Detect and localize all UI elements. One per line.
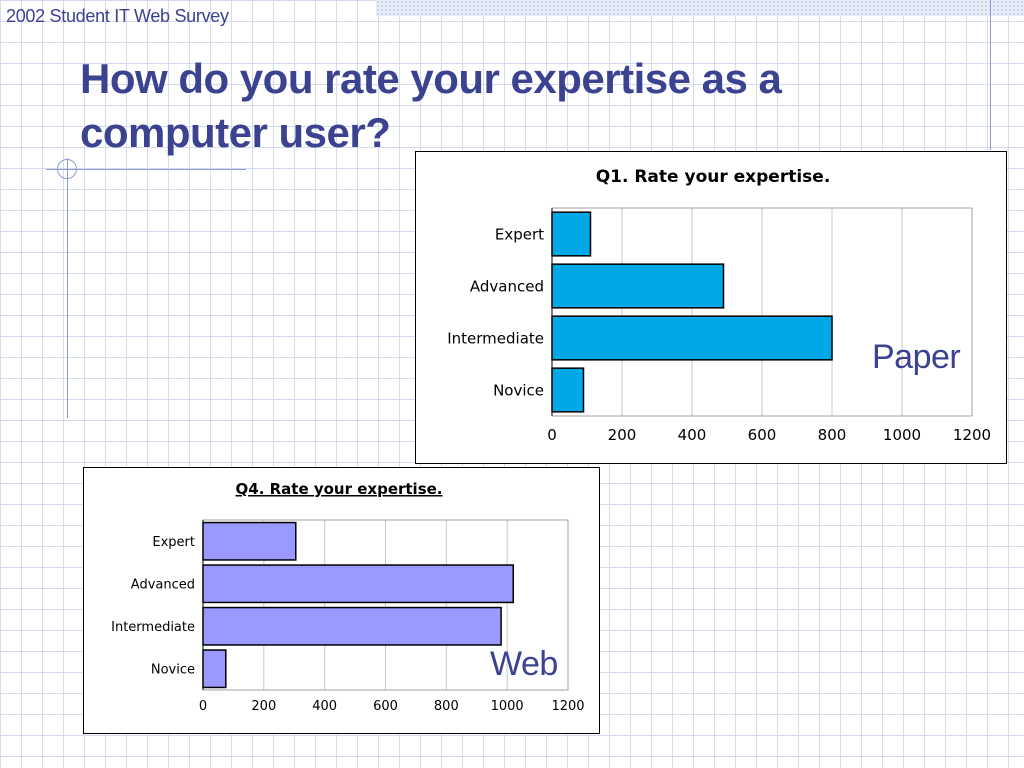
top-decoration-band — [376, 0, 1024, 16]
x-tick-label: 600 — [373, 699, 398, 714]
web-caption: Web — [490, 645, 558, 683]
chart-title: Q1. Rate your expertise. — [596, 167, 831, 187]
x-tick-label: 800 — [818, 426, 847, 444]
web-chart-panel: Expert Advanced Intermediate Novice 0 200 400 6… — [83, 467, 600, 734]
page-title: How do you rate your expertise as a comp… — [80, 55, 782, 156]
right-deco-line — [990, 0, 991, 150]
x-tick-label: 1000 — [883, 426, 921, 444]
left-deco-rule — [46, 169, 246, 170]
bar-expert — [202, 521, 297, 561]
x-tick-label: 1000 — [491, 699, 524, 714]
category-label: Novice — [151, 662, 195, 677]
category-label: Expert — [152, 535, 195, 550]
paper-chart-panel: Expert Advanced Intermediate Novice 0 200 400 6… — [415, 151, 1007, 464]
bar-advanced — [551, 263, 725, 309]
x-tick-label: 200 — [251, 699, 276, 714]
x-tick-label: 0 — [199, 699, 207, 714]
left-deco-line — [67, 158, 68, 418]
x-tick-label: 800 — [434, 699, 459, 714]
x-tick-label: 1200 — [551, 699, 584, 714]
web-chart: Expert Advanced Intermediate Novice 0 200 400 6… — [111, 480, 584, 714]
category-label: Intermediate — [111, 620, 195, 635]
category-label: Intermediate — [447, 329, 544, 347]
survey-subtitle: 2002 Student IT Web Survey — [6, 6, 229, 26]
bar-expert — [551, 211, 592, 257]
category-label: Expert — [495, 225, 544, 243]
bar-novice — [202, 649, 227, 689]
category-label: Novice — [493, 381, 544, 399]
bar-intermediate — [202, 606, 502, 646]
x-tick-label: 1200 — [953, 426, 991, 444]
chart-title: Q4. Rate your expertise. — [236, 480, 443, 498]
bar-novice — [551, 367, 585, 413]
bar-advanced — [202, 564, 514, 604]
x-tick-label: 200 — [608, 426, 637, 444]
category-label: Advanced — [131, 577, 195, 592]
x-tick-label: 400 — [678, 426, 707, 444]
paper-caption: Paper — [872, 338, 961, 376]
x-tick-label: 0 — [547, 426, 557, 444]
x-tick-label: 400 — [312, 699, 337, 714]
category-label: Advanced — [470, 277, 544, 295]
deco-circle — [57, 159, 77, 179]
x-tick-label: 600 — [748, 426, 777, 444]
paper-chart: Expert Advanced Intermediate Novice 0 200 400 6… — [447, 167, 991, 444]
bar-intermediate — [551, 315, 833, 361]
